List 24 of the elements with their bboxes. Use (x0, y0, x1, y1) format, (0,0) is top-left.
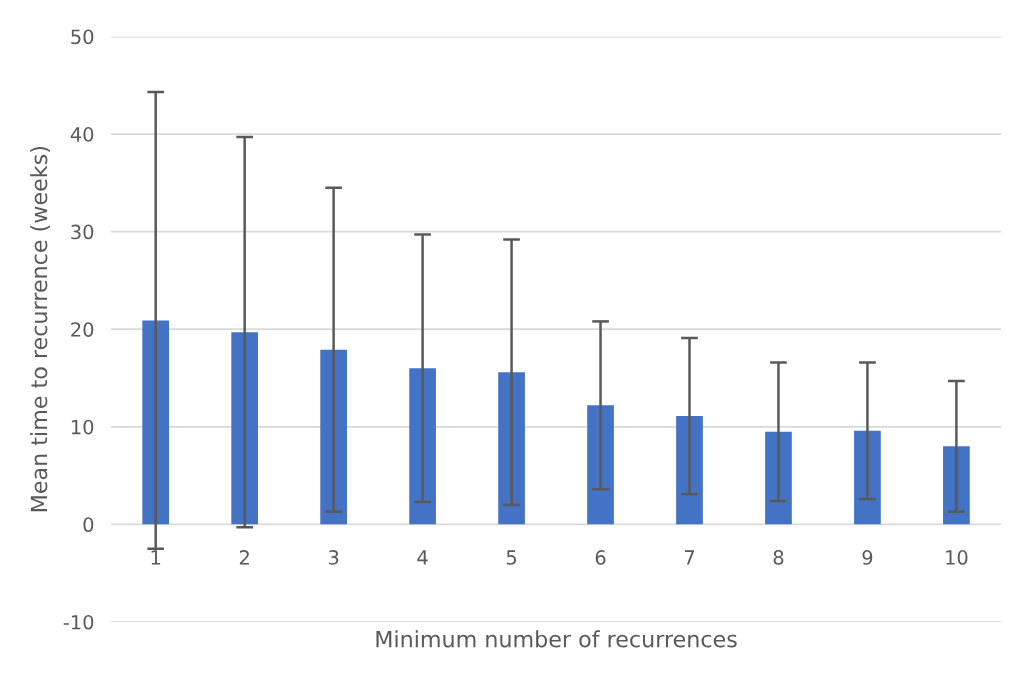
y-tick-label: -10 (63, 614, 94, 630)
y-tick-label: 40 (70, 127, 94, 142)
x-tick-label: 8 (773, 550, 784, 565)
bar (498, 372, 525, 525)
y-axis-title: Mean time to recurrence (weeks) (30, 146, 50, 512)
x-tick-label: 9 (862, 550, 873, 565)
bar (854, 430, 881, 525)
x-tick-label: 2 (239, 550, 249, 565)
x-axis-title: Minimum number of recurrences (376, 630, 737, 648)
x-tick-label: 3 (328, 550, 339, 565)
y-tick-label: 30 (71, 224, 94, 240)
x-tick-label: 4 (417, 550, 428, 565)
y-tick-label: 50 (71, 29, 94, 45)
x-tick-label: 7 (684, 550, 695, 565)
y-tick-label: 0 (83, 517, 94, 533)
x-tick-label: 10 (946, 550, 968, 565)
bar (587, 405, 614, 525)
bar (765, 431, 792, 525)
bar (676, 416, 703, 525)
x-tick-label: 1 (151, 550, 161, 565)
x-tick-label: 6 (595, 550, 606, 565)
x-tick-label: 5 (506, 550, 517, 565)
y-tick-label: 10 (71, 419, 94, 435)
y-tick-label: 20 (71, 322, 94, 337)
